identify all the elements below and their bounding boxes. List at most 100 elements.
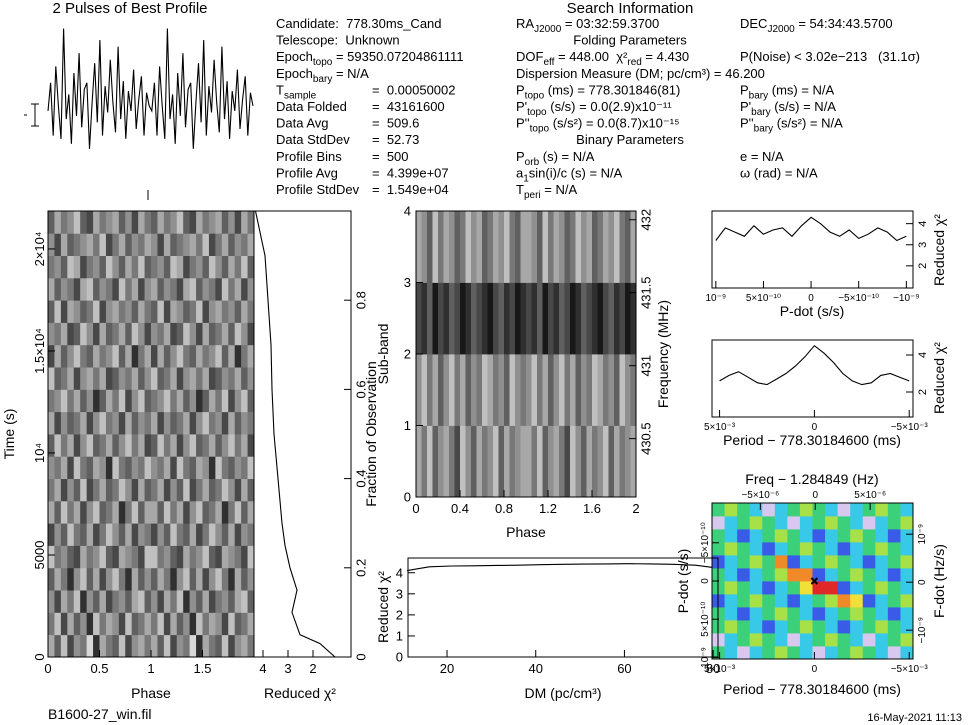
- tick-label: 2: [917, 389, 929, 395]
- heatmap-cell: [170, 389, 178, 413]
- heatmap-cell: [138, 300, 145, 323]
- heatmap-cell: [564, 211, 571, 283]
- heatmap-cell: [762, 646, 776, 660]
- heatmap-cell: [131, 389, 139, 413]
- heatmap-cell: [105, 523, 113, 546]
- heatmap-cell: [151, 634, 158, 658]
- heatmap-cell: [787, 516, 801, 530]
- tick-label: 3: [284, 661, 291, 676]
- heatmap-cell: [737, 646, 751, 660]
- heatmap-cell: [837, 529, 851, 543]
- heatmap-cell: [105, 545, 113, 569]
- info-text: P(Noise) < 3.02e−213 (31.1σ): [740, 49, 920, 64]
- heatmap-cell: [131, 456, 139, 479]
- heatmap-cell: [144, 456, 152, 479]
- axis-label: Sub-band: [375, 324, 391, 385]
- heatmap-cell: [99, 389, 107, 413]
- heatmap-cell: [151, 567, 158, 591]
- heatmap-cell: [189, 322, 197, 346]
- heatmap-cell: [493, 211, 499, 283]
- heatmap-cell: [86, 322, 94, 346]
- heatmap-cell: [443, 354, 450, 426]
- heatmap-cell: [812, 503, 826, 517]
- heatmap-cell: [537, 282, 543, 355]
- heatmap-cell: [421, 282, 428, 355]
- heatmap-cell: [48, 590, 55, 613]
- heatmap-cell: [737, 633, 751, 647]
- heatmap-cell: [454, 354, 461, 426]
- text-segment: = 43161600: [372, 99, 445, 114]
- heatmap-cell: [581, 425, 587, 498]
- info-text: Porb (s) = N/A: [516, 149, 595, 168]
- heatmap-cell: [608, 282, 615, 355]
- info-text: DECJ2000 = 54:34:43.5700: [740, 16, 893, 35]
- tick-label: 0.2: [353, 559, 368, 577]
- text-segment: (ms) = 778.301846(81): [544, 82, 680, 97]
- heatmap-cell: [504, 211, 510, 283]
- axis-label: Phase: [131, 685, 171, 701]
- heatmap-cell: [837, 620, 851, 634]
- heatmap-cell: [625, 211, 631, 283]
- heatmap-cell: [850, 503, 864, 517]
- heatmap-cell: [559, 282, 565, 355]
- heatmap-cell: [241, 612, 248, 636]
- heatmap-cell: [125, 389, 133, 413]
- info-text: Epochtopo = 59350.07204861111: [276, 49, 464, 68]
- heatmap-cell: [112, 233, 120, 256]
- heatmap-cell: [614, 354, 620, 426]
- heatmap-cell: [170, 523, 178, 546]
- tick-label: 2: [404, 347, 411, 362]
- heatmap-cell: [112, 612, 120, 636]
- heatmap-cell: [215, 411, 223, 435]
- heatmap-cell: [176, 233, 184, 256]
- heatmap-cell: [105, 322, 113, 346]
- heatmap-cell: [73, 612, 81, 636]
- heatmap-cell: [80, 411, 88, 435]
- subscript: bary: [754, 124, 773, 135]
- heatmap-cell: [215, 500, 223, 524]
- text-segment: P': [740, 99, 751, 114]
- heatmap-cell: [176, 500, 184, 524]
- heatmap-cell: [487, 354, 494, 426]
- heatmap-cell: [202, 277, 210, 301]
- heatmap-cell: [151, 344, 158, 368]
- heatmap-cell: [241, 545, 248, 569]
- tick-label: 3: [396, 586, 403, 601]
- tick-label: 1: [147, 661, 154, 676]
- heatmap-cell: [228, 634, 236, 658]
- heatmap-cell: [151, 389, 158, 413]
- heatmap-cell: [138, 634, 145, 658]
- heatmap-cell: [105, 500, 113, 524]
- heatmap-cell: [118, 322, 126, 346]
- heatmap-cell: [93, 523, 100, 546]
- heatmap-cell: [144, 344, 152, 368]
- heatmap-cell: [170, 211, 178, 234]
- heatmap-cell: [118, 211, 126, 234]
- subscript: sample: [284, 90, 317, 101]
- heatmap-cell: [208, 211, 216, 234]
- heatmap-cell: [228, 567, 236, 591]
- heatmap-cell: [112, 389, 120, 413]
- heatmap-cell: [208, 523, 216, 546]
- heatmap-cell: [228, 545, 236, 569]
- heatmap-cell: [228, 255, 236, 279]
- heatmap-cell: [208, 255, 216, 279]
- heatmap-cell: [118, 612, 126, 636]
- heatmap-cell: [493, 425, 499, 498]
- heatmap-cell: [125, 233, 133, 256]
- heatmap-cell: [837, 581, 851, 595]
- heatmap-cell: [862, 555, 876, 569]
- heatmap-cell: [54, 567, 62, 591]
- heatmap-cell: [202, 300, 210, 323]
- heatmap-cell: [86, 434, 94, 457]
- heatmap-cell: [215, 523, 223, 546]
- heatmap-cell: [170, 545, 178, 569]
- date: 16-May-2021 11:13: [867, 712, 962, 724]
- heatmap-cell: [208, 411, 216, 435]
- heatmap-cell: [183, 277, 191, 301]
- heatmap-cell: [825, 568, 839, 582]
- heatmap-cell: [176, 545, 184, 569]
- info-text: RAJ2000 = 03:32:59.3700: [516, 16, 659, 35]
- heatmap-cell: [247, 500, 255, 524]
- heatmap-cell: [60, 590, 68, 613]
